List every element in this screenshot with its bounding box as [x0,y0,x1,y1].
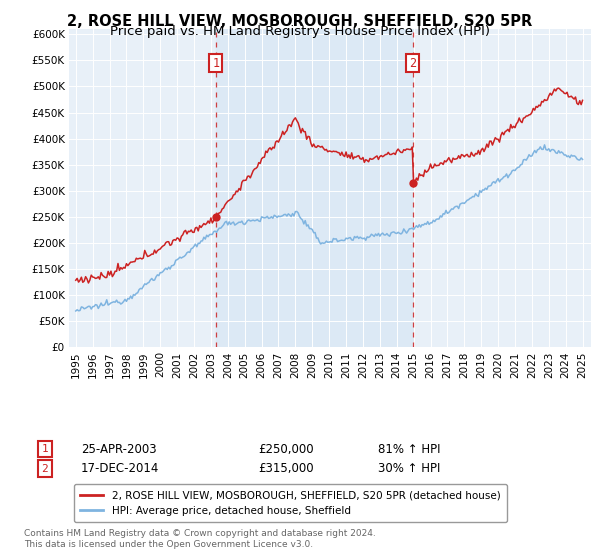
Text: 2: 2 [41,464,49,474]
Text: Contains HM Land Registry data © Crown copyright and database right 2024.
This d: Contains HM Land Registry data © Crown c… [24,529,376,549]
Text: 17-DEC-2014: 17-DEC-2014 [81,462,160,475]
Text: 81% ↑ HPI: 81% ↑ HPI [378,442,440,456]
Text: 25-APR-2003: 25-APR-2003 [81,442,157,456]
Text: 30% ↑ HPI: 30% ↑ HPI [378,462,440,475]
Text: Price paid vs. HM Land Registry's House Price Index (HPI): Price paid vs. HM Land Registry's House … [110,25,490,38]
Text: 1: 1 [212,57,220,69]
Bar [216,29,413,347]
Legend: 2, ROSE HILL VIEW, MOSBOROUGH, SHEFFIELD, S20 5PR (detached house), HPI: Average: 2, ROSE HILL VIEW, MOSBOROUGH, SHEFFIELD… [74,484,507,522]
Text: 2, ROSE HILL VIEW, MOSBOROUGH, SHEFFIELD, S20 5PR: 2, ROSE HILL VIEW, MOSBOROUGH, SHEFFIELD… [67,14,533,29]
Text: £315,000: £315,000 [258,462,314,475]
Text: £250,000: £250,000 [258,442,314,456]
Text: 2: 2 [409,57,416,69]
Text: 1: 1 [41,444,49,454]
